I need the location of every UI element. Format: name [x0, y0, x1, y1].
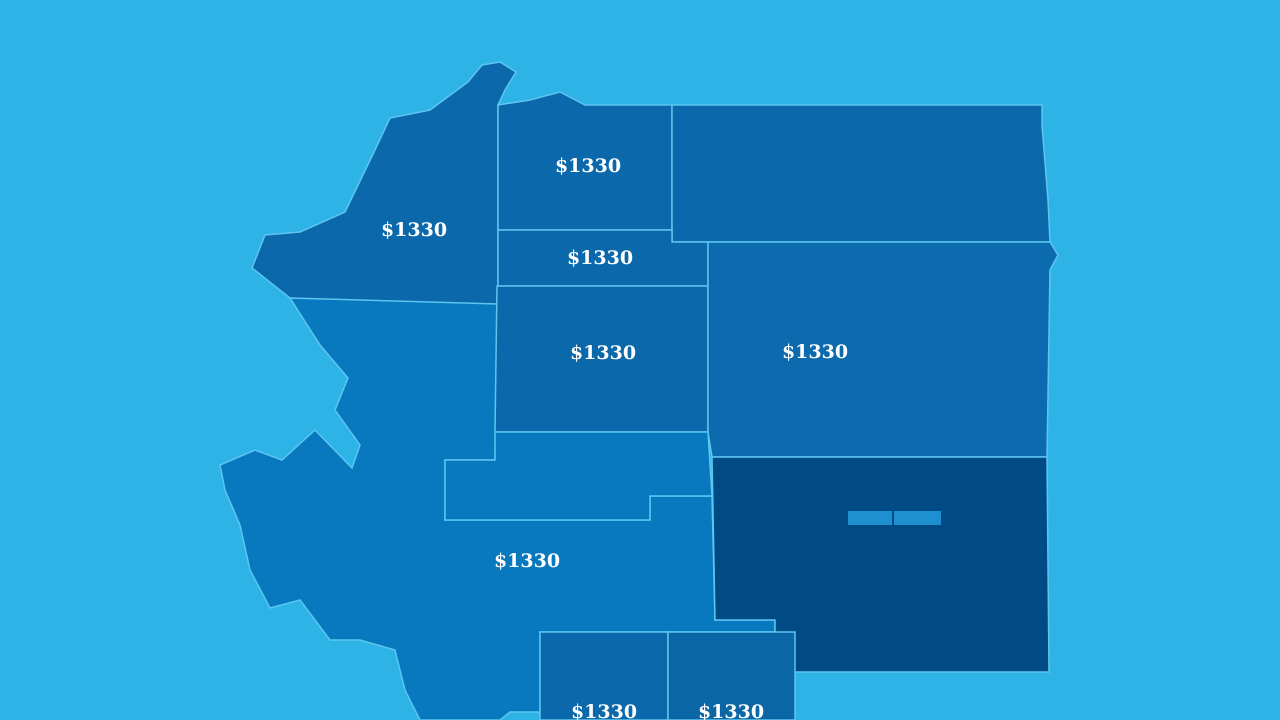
- legend-bar: [848, 511, 941, 525]
- region-label-north-central: $1330: [555, 155, 621, 177]
- region-south-2[interactable]: [667, 631, 796, 720]
- region-label-south-1: $1330: [571, 701, 637, 720]
- region-south-strip[interactable]: [444, 431, 713, 521]
- region-label-east: $1330: [782, 341, 848, 363]
- region-label-central-strip: $1330: [567, 247, 633, 269]
- region-label-northwest: $1330: [381, 219, 447, 241]
- region-south-1[interactable]: [539, 631, 669, 720]
- region-northeast[interactable]: [671, 104, 1051, 243]
- region-label-southwest: $1330: [494, 550, 560, 572]
- region-east[interactable]: [707, 241, 1059, 458]
- region-label-south-2: $1330: [698, 701, 764, 720]
- region-label-central: $1330: [570, 342, 636, 364]
- region-northwest[interactable]: [251, 61, 518, 305]
